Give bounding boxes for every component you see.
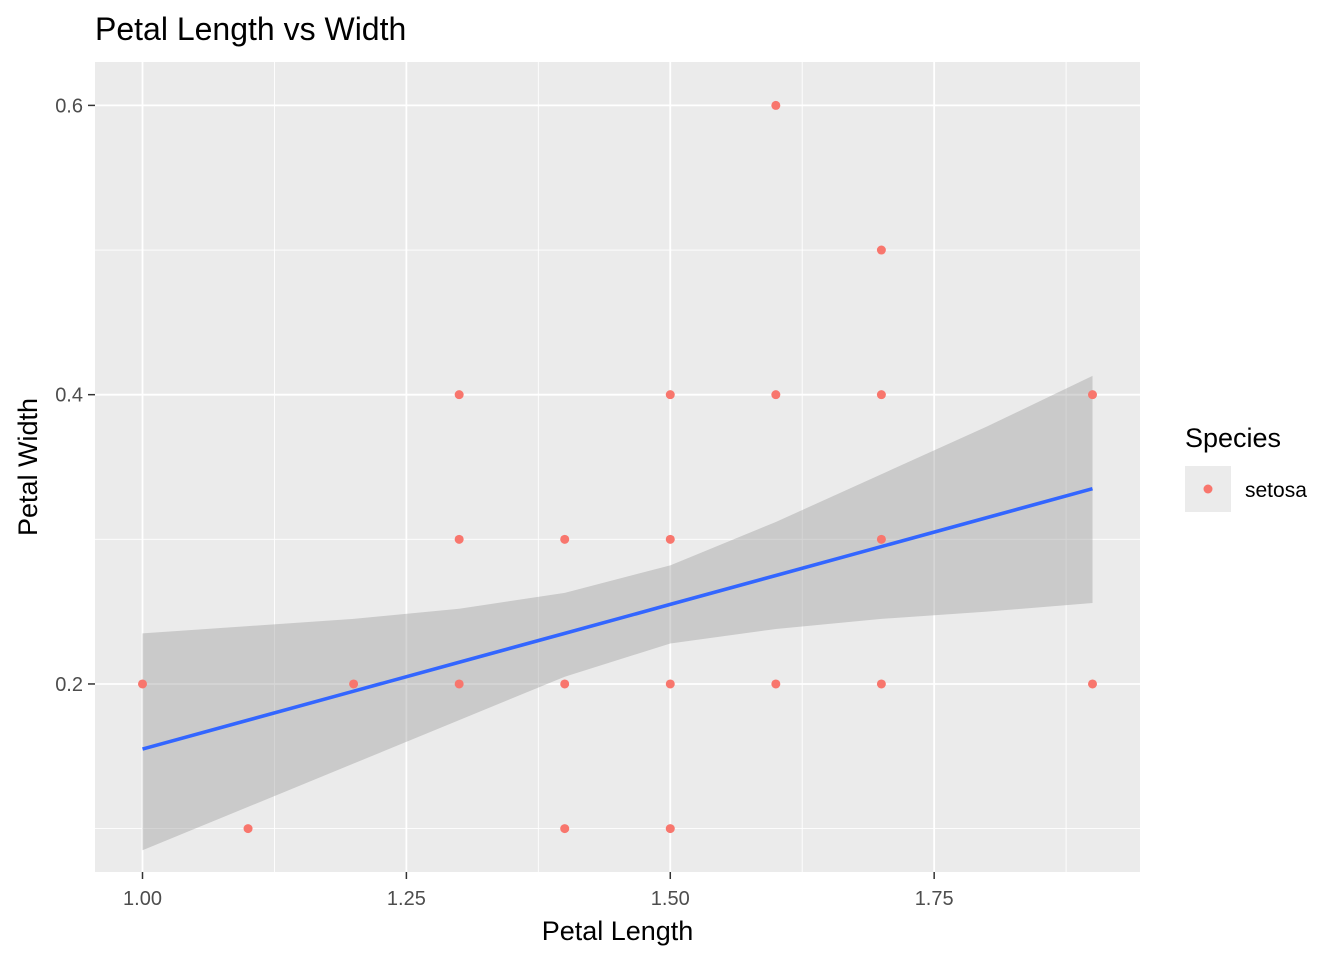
confidence-band	[142, 375, 1093, 851]
data-point	[876, 679, 886, 689]
data-point	[771, 679, 781, 689]
data-point	[665, 390, 675, 400]
x-tick-label: 1.75	[915, 888, 954, 910]
data-point	[454, 390, 464, 400]
minor-gridlines	[95, 62, 1140, 872]
data-point	[349, 679, 359, 689]
data-point	[665, 534, 675, 544]
data-point	[454, 534, 464, 544]
data-point	[771, 390, 781, 400]
legend: Species setosa	[1185, 423, 1307, 512]
y-tick-label: 0.4	[55, 385, 83, 407]
data-point	[560, 534, 570, 544]
legend-title: Species	[1185, 423, 1281, 453]
y-tick-label: 0.6	[55, 95, 83, 117]
data-point	[876, 390, 886, 400]
x-tick-label: 1.00	[123, 888, 162, 910]
trend-line	[142, 486, 1093, 751]
x-axis-title: Petal Length	[542, 916, 694, 946]
data-point	[1088, 390, 1097, 400]
data-point	[138, 679, 147, 689]
data-point	[665, 679, 675, 689]
legend-key-point	[1203, 484, 1213, 494]
chart-title: Petal Length vs Width	[95, 11, 406, 47]
data-point	[771, 100, 781, 110]
plot-panel	[95, 62, 1140, 872]
x-axis-ticks: 1.00 1.25 1.50 1.75	[123, 872, 954, 910]
confidence-band-area	[142, 375, 1093, 851]
data-point	[454, 679, 464, 689]
data-point	[876, 534, 886, 544]
legend-label-setosa: setosa	[1245, 479, 1307, 502]
regression-line	[142, 486, 1093, 751]
data-point	[665, 824, 675, 834]
y-axis-ticks: 0.2 0.4 0.6	[55, 95, 95, 696]
data-points	[138, 100, 1097, 834]
data-point	[243, 824, 253, 834]
data-point	[876, 245, 886, 255]
x-tick-label: 1.25	[387, 888, 426, 910]
data-point	[560, 824, 570, 834]
x-tick-label: 1.50	[651, 888, 690, 910]
data-point	[560, 679, 570, 689]
major-gridlines	[95, 62, 1140, 872]
y-tick-label: 0.2	[55, 674, 83, 696]
data-point	[1088, 679, 1097, 689]
y-axis-title: Petal Width	[13, 398, 43, 536]
